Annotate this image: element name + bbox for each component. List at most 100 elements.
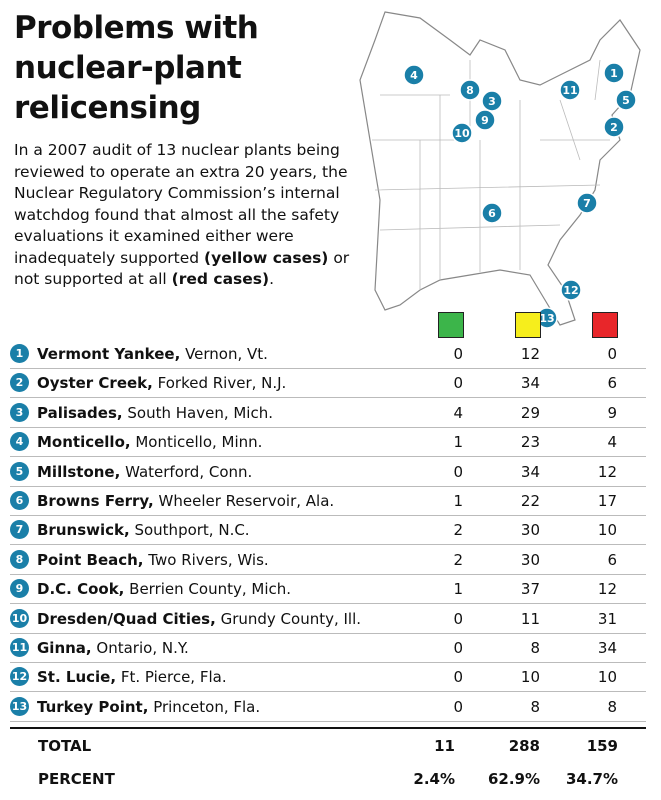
map-marker xyxy=(615,89,637,111)
plant-location: South Haven, Mich. xyxy=(127,403,273,422)
green-count: 0 xyxy=(453,697,463,716)
red-count: 8 xyxy=(607,697,617,716)
green-key xyxy=(438,312,464,338)
map-marker xyxy=(603,116,625,138)
yellow-count: 8 xyxy=(530,697,540,716)
table-row: 7 Brunswick, Southport, N.C. 2 30 10 xyxy=(10,515,646,546)
plant-name: St. Lucie, xyxy=(37,668,117,687)
yellow-count: 30 xyxy=(520,521,540,540)
yellow-count: 30 xyxy=(520,550,540,569)
red-count: 6 xyxy=(607,550,617,569)
yellow-count: 34 xyxy=(520,374,540,393)
plant-location: Ontario, N.Y. xyxy=(96,639,189,657)
map-marker-label: 5 xyxy=(622,94,630,107)
plant-location: Southport, N.C. xyxy=(134,521,250,540)
red-count: 4 xyxy=(607,433,617,452)
plant-location: Berrien County, Mich. xyxy=(129,580,292,599)
row-number: 1 xyxy=(10,344,29,363)
red-key xyxy=(592,312,618,338)
red-count: 10 xyxy=(597,521,617,540)
row-number: 11 xyxy=(10,638,29,657)
map-marker-label: 8 xyxy=(466,84,474,97)
green-count: 0 xyxy=(453,609,463,628)
plant-name: Dresden/Quad Cities, xyxy=(37,609,216,628)
total-yellow: 288 xyxy=(508,737,540,755)
red-count: 31 xyxy=(597,609,617,628)
plant-name: Turkey Point, xyxy=(37,697,149,716)
percent-yellow: 62.9% xyxy=(487,770,540,788)
table-row: 12 St. Lucie, Ft. Pierce, Fla. 0 10 10 xyxy=(10,662,646,693)
map-marker-label: 2 xyxy=(610,121,618,134)
map-marker xyxy=(576,192,598,214)
green-count: 1 xyxy=(453,433,463,452)
row-number: 6 xyxy=(10,491,29,510)
red-count: 0 xyxy=(607,345,617,363)
table-row: 13 Turkey Point, Princeton, Fla. 0 8 8 xyxy=(10,692,646,722)
row-number: 3 xyxy=(10,402,29,422)
row-number: 4 xyxy=(10,432,29,452)
total-red: 159 xyxy=(586,737,618,755)
desc-bold: (red cases) xyxy=(171,270,270,288)
table-row: 10 Dresden/Quad Cities, Grundy County, Il… xyxy=(10,604,646,634)
yellow-count: 34 xyxy=(520,462,540,481)
plant: D.C. Cook, Berrien County, Mich. xyxy=(37,580,291,598)
red-count: 6 xyxy=(607,374,617,393)
percent-row: PERCENT 2.4% 62.9% 34.7% xyxy=(10,764,646,794)
plant-name: Monticello, xyxy=(37,433,131,452)
plant: Browns Ferry, Wheeler Reservoir, Ala. xyxy=(37,492,334,510)
yellow-key xyxy=(515,312,541,338)
plant-location: Grundy County, Ill. xyxy=(220,609,362,628)
row-number: 2 xyxy=(10,373,29,393)
red-count: 17 xyxy=(597,492,617,510)
yellow-count: 11 xyxy=(520,609,540,628)
map-marker-label: 6 xyxy=(488,207,496,220)
map-marker xyxy=(559,79,581,101)
yellow-count: 10 xyxy=(520,668,540,687)
red-count: 10 xyxy=(597,668,617,687)
plant: Ginna, Ontario, N.Y. xyxy=(37,639,189,657)
table-row: 8 Point Beach, Two Rivers, Wis. 2 30 6 xyxy=(10,545,646,575)
table-row: 9 D.C. Cook, Berrien County, Mich. 1 37 12 xyxy=(10,574,646,605)
map-marker-label: 12 xyxy=(563,284,578,297)
plant-location: Monticello, Minn. xyxy=(135,433,263,452)
map-marker xyxy=(560,279,582,301)
desc-text: . xyxy=(269,270,275,288)
row-number: 8 xyxy=(10,549,29,569)
plant-name: D.C. Cook, xyxy=(37,580,125,599)
map-marker-label: 7 xyxy=(583,197,591,210)
map-marker-label: 1 xyxy=(610,67,618,80)
table-row: 4 Monticello, Monticello, Minn. 1 23 4 xyxy=(10,427,646,458)
plant-location: Forked River, N.J. xyxy=(157,374,287,393)
green-count: 0 xyxy=(453,345,463,363)
table-row: 11 Ginna, Ontario, N.Y. 0 8 34 xyxy=(10,633,646,663)
map-marker-label: 4 xyxy=(410,69,418,82)
row-number: 7 xyxy=(10,520,29,540)
green-count: 0 xyxy=(453,374,463,393)
percent-label: PERCENT xyxy=(38,770,115,788)
row-number: 10 xyxy=(10,608,29,628)
plant: Oyster Creek, Forked River, N.J. xyxy=(37,374,286,392)
yellow-count: 23 xyxy=(520,433,540,452)
title: Problems with nuclear-plant relicensing xyxy=(14,10,259,126)
map-marker xyxy=(403,64,425,86)
plant-location: Princeton, Fla. xyxy=(153,697,261,716)
plant: Point Beach, Two Rivers, Wis. xyxy=(37,551,269,569)
plant: St. Lucie, Ft. Pierce, Fla. xyxy=(37,668,227,686)
plant: Palisades, South Haven, Mich. xyxy=(37,404,273,422)
yellow-count: 22 xyxy=(520,492,540,510)
red-count: 9 xyxy=(607,403,617,422)
map-marker-label: 13 xyxy=(539,312,554,325)
total-green: 11 xyxy=(434,737,455,755)
plant-name: Brunswick, xyxy=(37,521,130,540)
rule xyxy=(10,727,646,729)
green-count: 0 xyxy=(453,462,463,481)
plant: Millstone, Waterford, Conn. xyxy=(37,463,252,481)
green-count: 2 xyxy=(453,550,463,569)
plant-name: Vermont Yankee, xyxy=(37,345,181,363)
plant-location: Wheeler Reservoir, Ala. xyxy=(158,492,335,510)
row-number: 5 xyxy=(10,461,29,481)
red-count: 12 xyxy=(597,580,617,599)
yellow-count: 29 xyxy=(520,403,540,422)
plant: Turkey Point, Princeton, Fla. xyxy=(37,698,260,716)
